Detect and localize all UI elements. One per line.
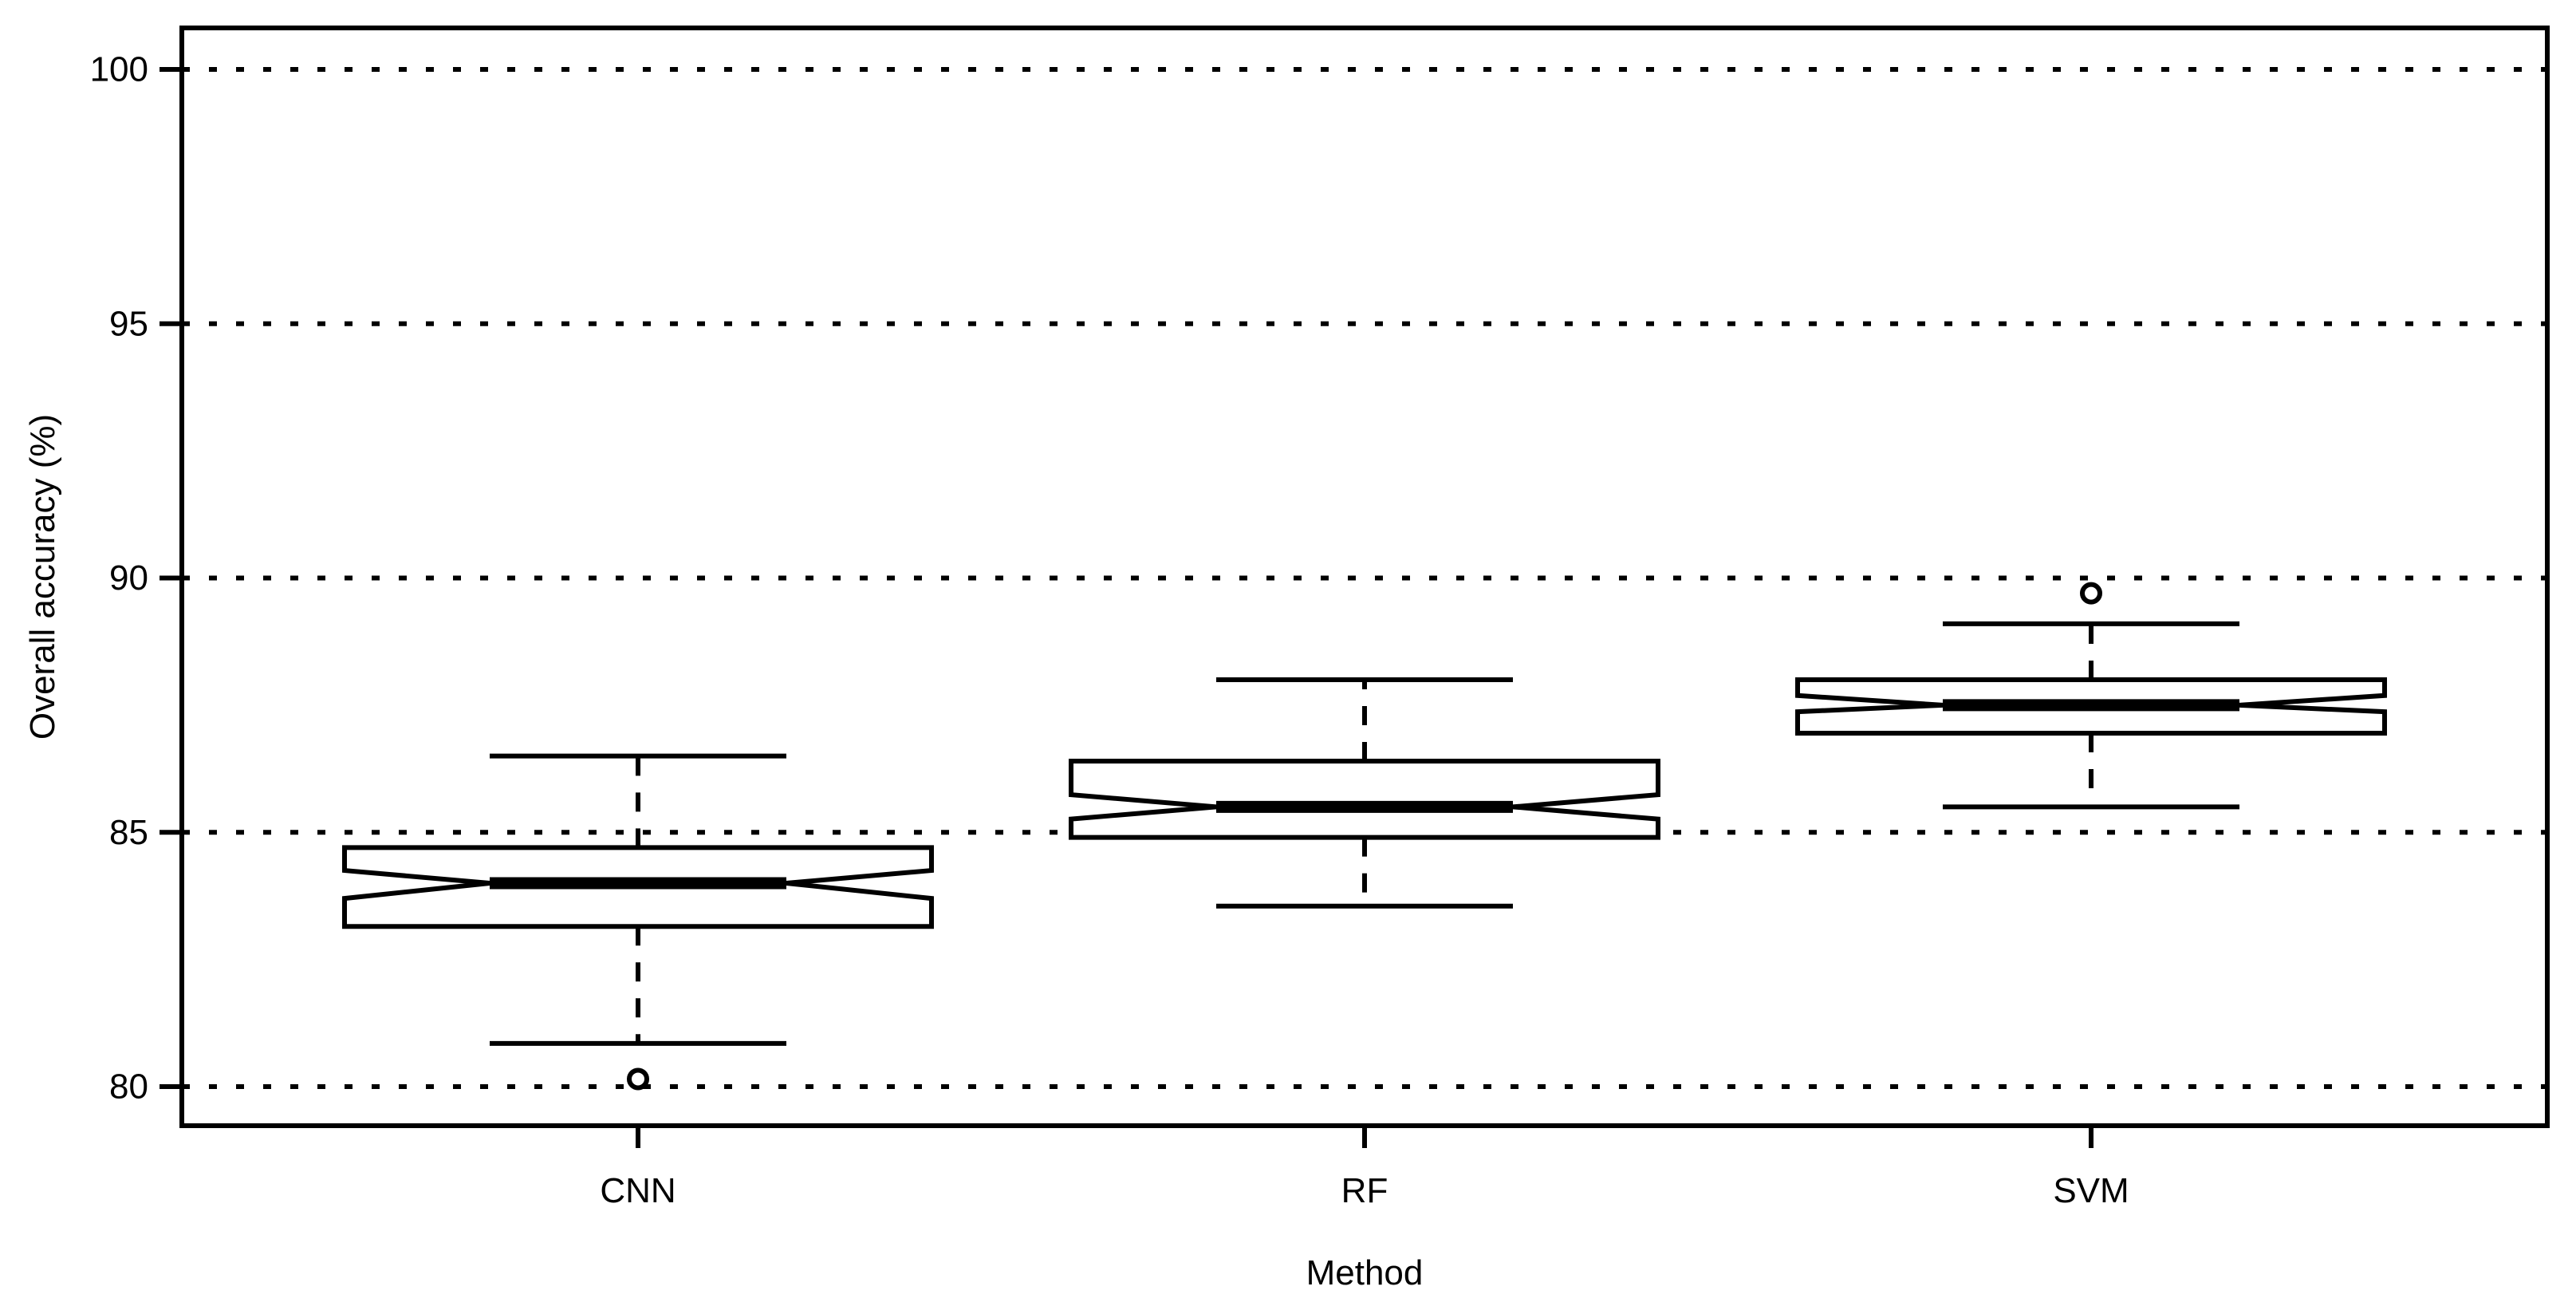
y-tick-label-85: 85 xyxy=(109,813,148,852)
x-tick-label-RF: RF xyxy=(1341,1171,1388,1210)
x-tick-label-SVM: SVM xyxy=(2053,1171,2129,1210)
y-axis-title: Overall accuracy (%) xyxy=(23,414,62,740)
boxplot-RF xyxy=(1069,677,1660,909)
x-axis-title: Method xyxy=(1306,1253,1424,1292)
outlier-CNN-0 xyxy=(627,1067,649,1091)
y-tick-label-100: 100 xyxy=(90,50,148,89)
box-layer xyxy=(342,582,2387,1091)
grid-layer xyxy=(182,67,2547,1089)
box-RF xyxy=(1069,759,1660,840)
outlier-SVM-0 xyxy=(2080,582,2102,605)
y-tick-label-95: 95 xyxy=(109,304,148,343)
boxplot-SVM xyxy=(1795,582,2387,810)
x-tick-label-CNN: CNN xyxy=(600,1171,676,1210)
axis-layer: 80 85 90 95 100 CNN RF SVM xyxy=(90,50,2129,1211)
y-tick-label-80: 80 xyxy=(109,1067,148,1107)
y-tick-label-90: 90 xyxy=(109,558,148,598)
boxplot-CNN xyxy=(342,753,934,1091)
